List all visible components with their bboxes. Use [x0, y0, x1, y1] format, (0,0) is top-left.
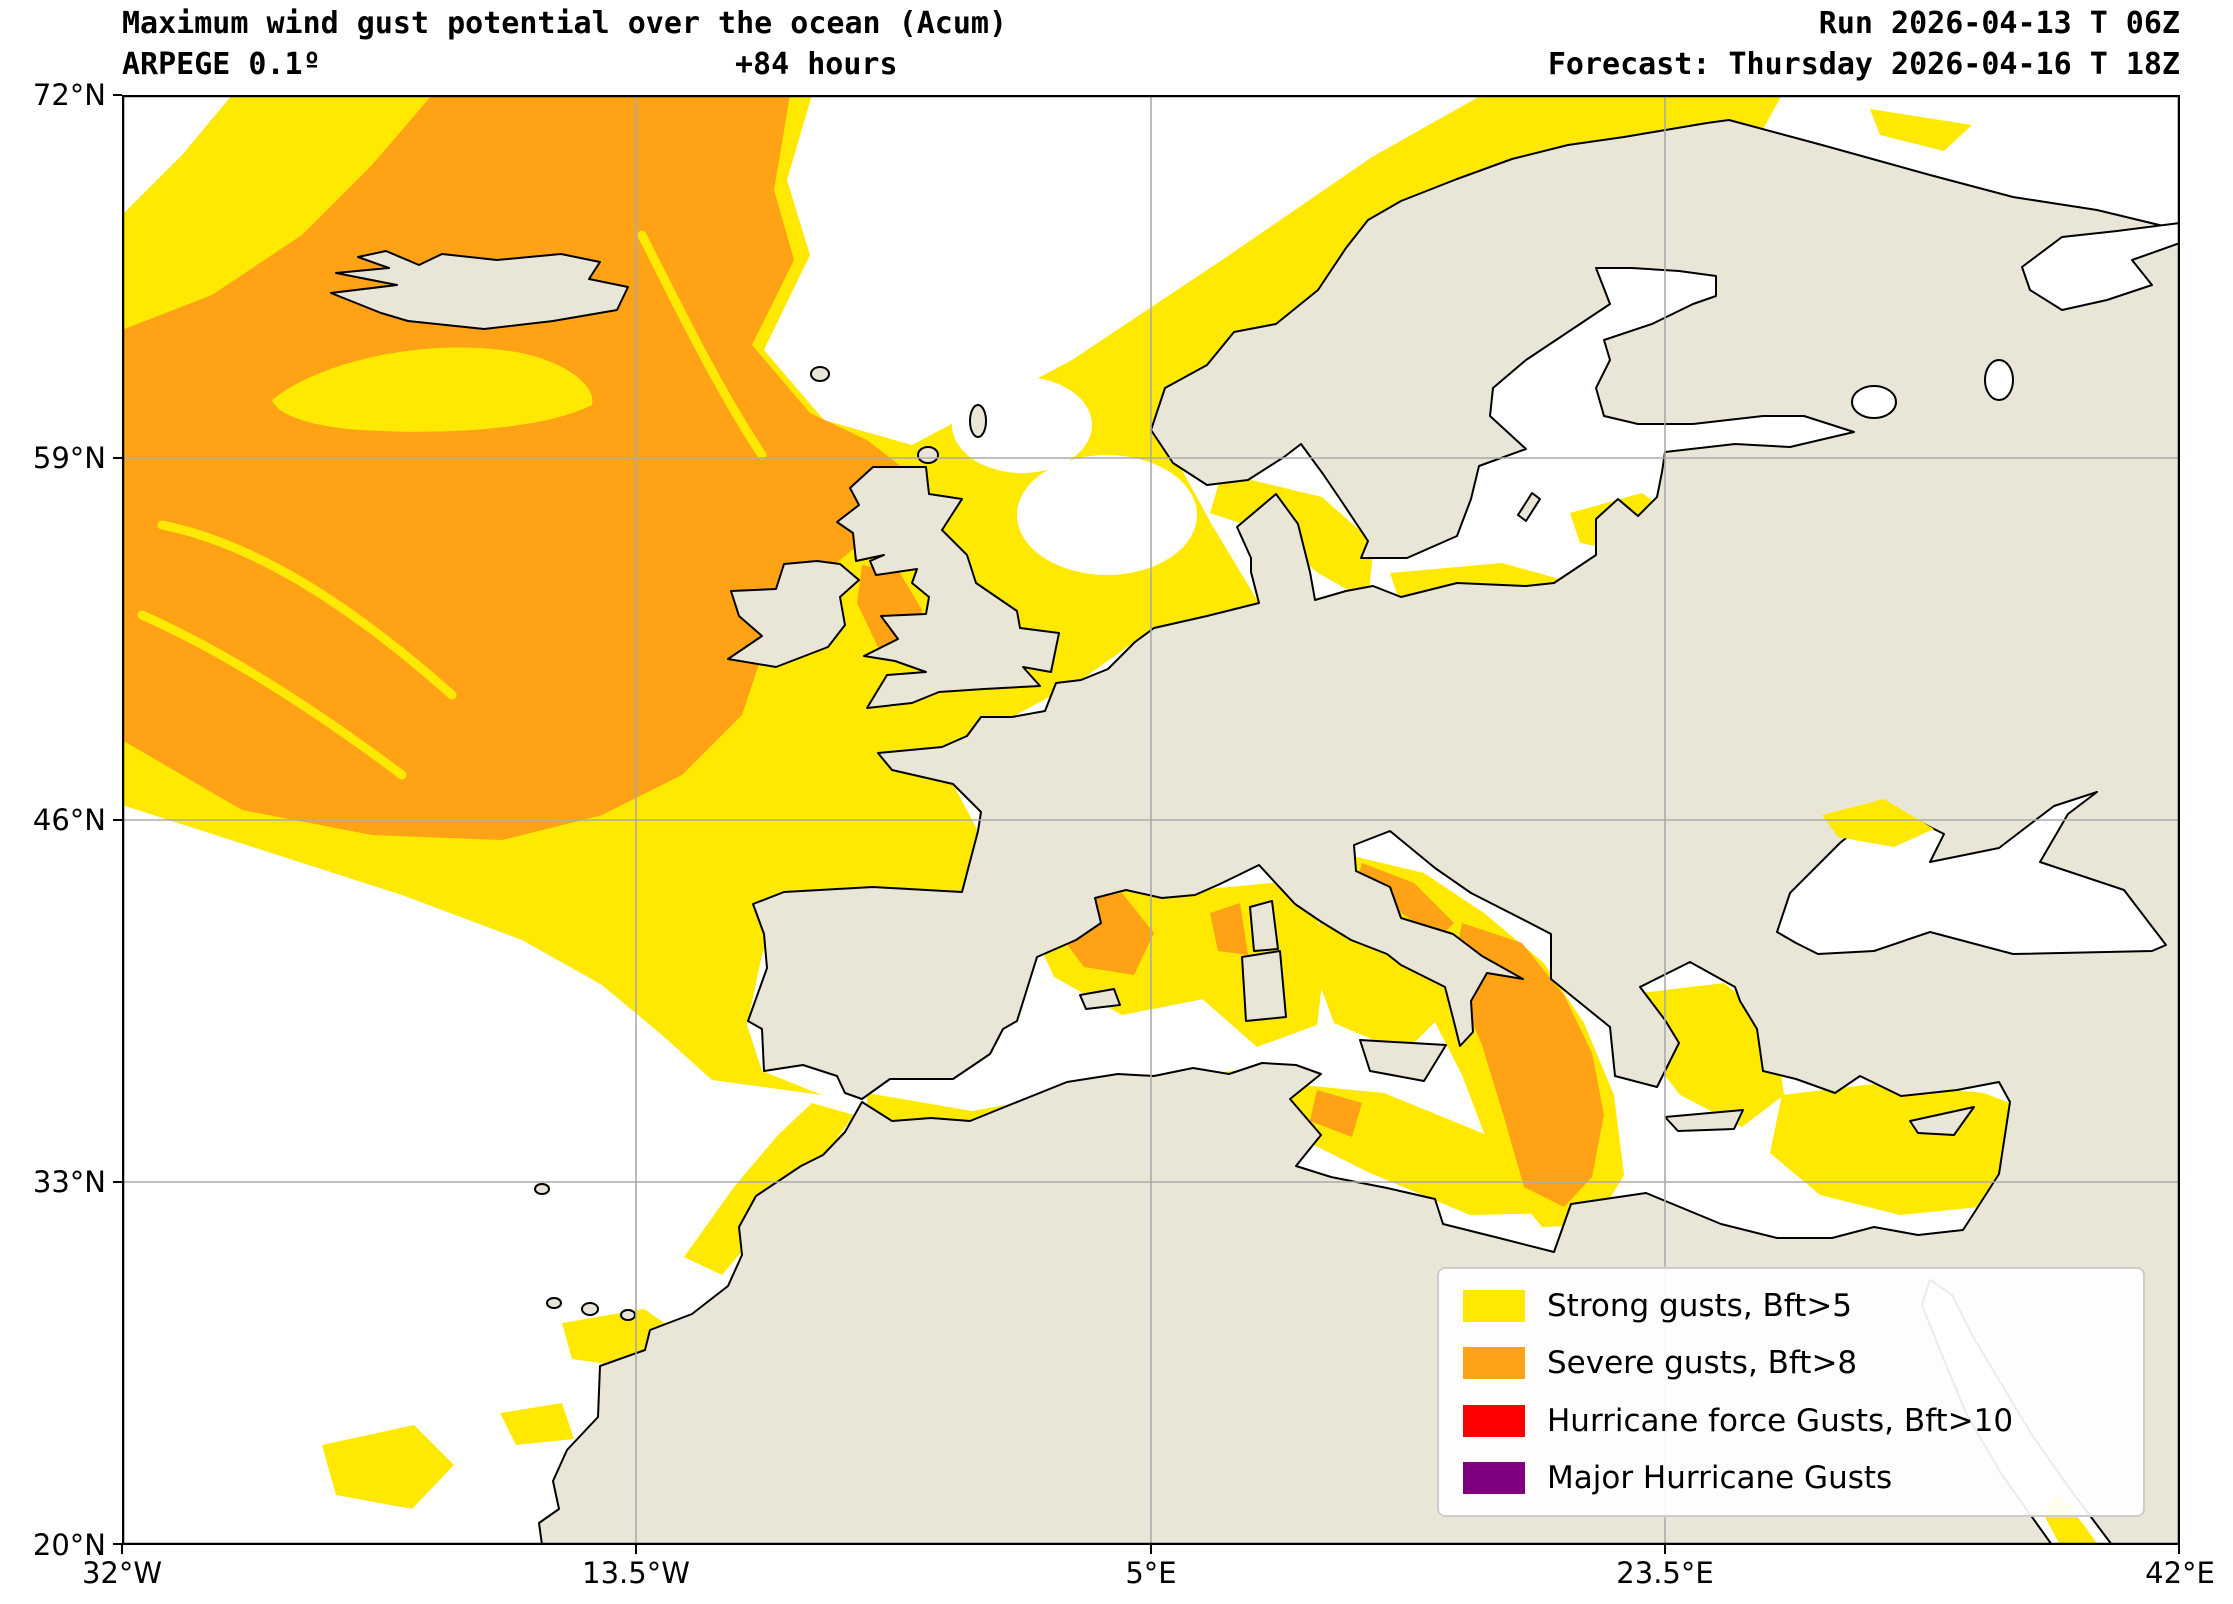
map-title: Maximum wind gust potential over the oce…: [122, 6, 1008, 41]
run-label: Run 2026-04-13 T 06Z: [1818, 6, 2180, 41]
island-corsica: [1249, 900, 1279, 952]
gust-severe-north-adriatic: [1358, 863, 1454, 939]
gust-strong-tyrrhenian: [1312, 913, 1444, 1053]
y-tick-label-20n: 20°N: [32, 1528, 106, 1562]
gust-strong-black-sea-nw: [1822, 799, 1934, 847]
island-sardinia: [1241, 950, 1287, 1022]
map-svg: [122, 95, 2180, 1545]
legend-swatch-major-hurricane: [1463, 1462, 1525, 1495]
north-sea-clear-area: [1017, 455, 1197, 575]
legend-swatch-strong: [1463, 1289, 1525, 1322]
model-label: ARPEGE 0.1º: [122, 47, 321, 82]
legend-swatch-severe: [1463, 1347, 1525, 1380]
legend-label-major-hurricane: Major Hurricane Gusts: [1547, 1460, 1893, 1497]
island-ireland: [727, 560, 860, 668]
legend-label-hurricane: Hurricane force Gusts, Bft>10: [1547, 1402, 2014, 1439]
tick-mark: [113, 819, 122, 821]
island-faroe: [810, 366, 830, 382]
island-sicily: [1359, 1039, 1447, 1082]
legend-item-severe: Severe gusts, Bft>8: [1463, 1345, 2143, 1381]
legend-item-strong: Strong gusts, Bft>5: [1463, 1288, 2143, 1324]
y-tick-label-59n: 59°N: [32, 441, 106, 475]
gust-streak-2: [137, 610, 407, 780]
island-gotland: [1517, 492, 1541, 522]
island-great-britain: [836, 466, 1060, 709]
gust-strong-sahara-patch: [500, 1403, 574, 1445]
map-legend: Strong gusts, Bft>5 Severe gusts, Bft>8 …: [1437, 1267, 2145, 1517]
grid-lines: [122, 95, 2180, 1545]
gust-strong-dry-slot-hook: [272, 347, 593, 432]
legend-label-severe: Severe gusts, Bft>8: [1547, 1345, 1858, 1382]
island-canary-2: [581, 1302, 599, 1316]
gust-severe-atlantic: [122, 95, 912, 840]
tick-mark: [113, 1543, 122, 1545]
lake-onega: [1984, 359, 2014, 401]
map-plot-area: [122, 95, 2180, 1545]
island-cyprus: [1909, 1106, 1975, 1136]
forecast-label: Forecast: Thursday 2026-04-16 T 18Z: [1547, 47, 2180, 82]
island-crete: [1664, 1109, 1744, 1132]
gust-streak-1: [157, 520, 457, 700]
x-tick-label-13p5w: 13.5°W: [582, 1556, 690, 1590]
island-orkney: [917, 446, 939, 464]
landmasses: [330, 119, 2180, 1545]
legend-item-major-hurricane: Major Hurricane Gusts: [1463, 1460, 2143, 1496]
x-tick-label-42e: 42°E: [2145, 1556, 2215, 1590]
tick-mark: [2178, 1545, 2180, 1554]
lead-time-label: +84 hours: [735, 47, 898, 82]
tick-mark: [635, 1545, 637, 1554]
island-madeira: [534, 1183, 550, 1195]
legend-item-hurricane: Hurricane force Gusts, Bft>10: [1463, 1403, 2143, 1439]
sea-white: [2021, 222, 2180, 311]
map-frame: [122, 95, 2180, 1545]
gust-strong-barents-2: [1870, 109, 1972, 151]
legend-label-strong: Strong gusts, Bft>5: [1547, 1287, 1853, 1324]
gust-severe-regions: [122, 95, 1604, 1207]
tick-mark: [113, 94, 122, 96]
gust-streak-3: [637, 230, 767, 460]
tick-mark: [121, 1545, 123, 1554]
tick-mark: [113, 457, 122, 459]
x-tick-label-5e: 5°E: [1125, 1556, 1177, 1590]
x-tick-label-23p5e: 23.5°E: [1616, 1556, 1714, 1590]
lake-ladoga: [1851, 385, 1897, 419]
island-iceland: [330, 250, 629, 330]
legend-swatch-hurricane: [1463, 1404, 1525, 1437]
island-shetland: [969, 404, 987, 438]
gust-severe-west-sardinia: [1210, 903, 1248, 955]
y-tick-label-46n: 46°N: [32, 803, 106, 837]
tick-mark: [1664, 1545, 1666, 1554]
gust-severe-ionian: [1452, 923, 1604, 1207]
y-tick-label-72n: 72°N: [32, 78, 106, 112]
y-tick-label-33n: 33°N: [32, 1165, 106, 1199]
island-canary-3: [620, 1309, 636, 1321]
tick-mark: [1150, 1545, 1152, 1554]
gust-strong-corner-arrow: [272, 105, 382, 147]
gust-strong-barents-1: [1678, 95, 1782, 131]
landmass-eurasia-africa: [538, 119, 2180, 1545]
norwegian-sea-clear-area: [952, 377, 1092, 473]
tick-mark: [113, 1181, 122, 1183]
island-canary-1: [546, 1297, 562, 1309]
island-mallorca: [1079, 988, 1121, 1010]
gust-strong-aegean: [1640, 983, 1784, 1127]
gust-strong-southwest-patch: [322, 1425, 454, 1509]
gust-severe-sicily-strait: [1310, 1090, 1362, 1137]
x-tick-label-32w: 32°W: [81, 1556, 163, 1590]
